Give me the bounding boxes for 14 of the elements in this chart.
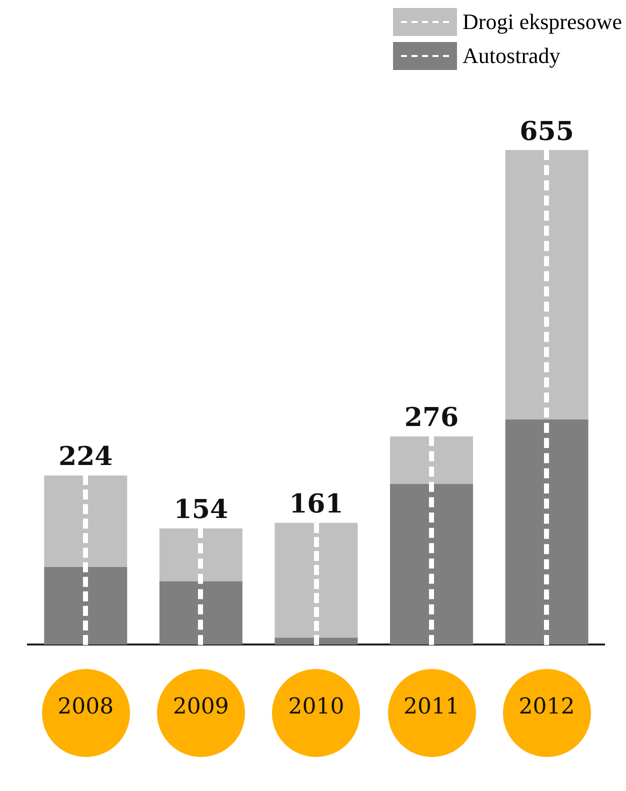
x-tick-label: 2009	[172, 694, 229, 720]
x-tick-label: 2012	[518, 694, 575, 720]
bar	[390, 436, 474, 484]
x-tick-label: 2008	[58, 694, 114, 720]
x-tick-label: 2011	[404, 694, 460, 720]
x-tick-label: 2010	[288, 694, 344, 720]
annotation: 276	[404, 403, 459, 434]
legend-label: Autostrady	[462, 43, 560, 69]
annotation: 161	[289, 490, 344, 520]
annotation: 154	[174, 495, 228, 526]
bar	[274, 638, 358, 645]
legend-label: Drogi ekspresowe	[462, 9, 622, 35]
annotation: 655	[520, 116, 574, 147]
annotation: 224	[58, 442, 113, 472]
